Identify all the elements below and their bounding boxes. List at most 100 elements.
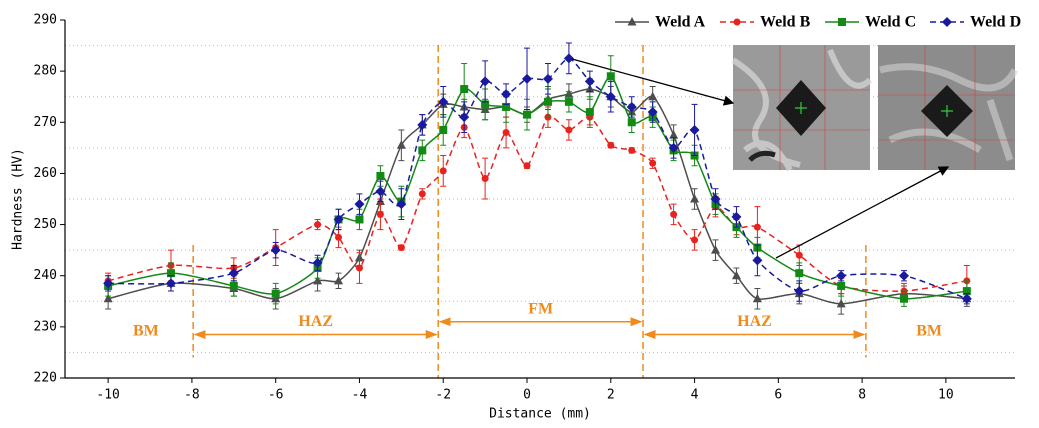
- point: [731, 211, 742, 222]
- point: [523, 110, 532, 119]
- point: [502, 129, 510, 137]
- point: [271, 289, 280, 298]
- point: [355, 215, 364, 224]
- point: [335, 233, 343, 241]
- region-label: BM: [916, 323, 942, 340]
- point: [501, 89, 512, 100]
- x-tick-label: 0: [523, 388, 531, 403]
- region-label: FM: [528, 300, 553, 317]
- x-tick-label: 8: [858, 388, 866, 403]
- point: [836, 270, 847, 281]
- x-tick-label: -2: [435, 388, 451, 403]
- point: [376, 171, 385, 180]
- point: [690, 194, 700, 203]
- point: [670, 210, 678, 218]
- point: [355, 264, 363, 272]
- point: [627, 118, 636, 127]
- point: [481, 175, 489, 183]
- y-tick-label: 240: [34, 268, 57, 283]
- point: [417, 119, 428, 130]
- y-tick-label: 270: [34, 115, 57, 130]
- x-tick-label: -8: [184, 388, 200, 403]
- legend-marker: [627, 17, 637, 26]
- point: [837, 281, 846, 290]
- point: [710, 194, 721, 204]
- y-tick-label: 250: [34, 217, 57, 232]
- point: [731, 270, 741, 280]
- point: [543, 97, 552, 106]
- point: [314, 221, 322, 229]
- point: [649, 159, 657, 167]
- point: [480, 76, 491, 87]
- point: [565, 126, 573, 134]
- point: [647, 107, 658, 118]
- legend-marker: [733, 18, 741, 26]
- legend-label: Weld A: [655, 14, 706, 31]
- y-axis-label: Hardness (HV): [11, 148, 26, 250]
- point: [418, 146, 427, 155]
- point: [229, 281, 238, 290]
- point: [542, 73, 553, 84]
- point: [418, 190, 426, 198]
- point: [626, 101, 637, 112]
- point: [333, 214, 344, 225]
- x-tick-label: -4: [352, 388, 368, 403]
- point: [607, 141, 615, 149]
- legend-label: Weld C: [865, 14, 916, 31]
- x-tick-label: -10: [96, 388, 119, 403]
- point: [165, 278, 176, 289]
- point: [354, 199, 365, 210]
- pointer-arrow: [775, 166, 950, 259]
- x-tick-label: -6: [268, 388, 284, 403]
- point: [270, 245, 281, 256]
- micrograph: [878, 45, 1019, 170]
- point: [585, 108, 594, 117]
- point: [228, 268, 239, 279]
- point: [606, 72, 615, 81]
- point: [752, 255, 763, 266]
- legend-label: Weld B: [760, 14, 811, 31]
- region-label: BM: [133, 323, 159, 340]
- x-tick-label: 10: [938, 388, 954, 403]
- point: [481, 100, 490, 109]
- point: [584, 76, 595, 87]
- point: [312, 257, 323, 268]
- point: [396, 140, 406, 149]
- y-tick-label: 220: [34, 371, 57, 386]
- point: [836, 298, 846, 308]
- legend-label: Weld D: [970, 14, 1021, 31]
- region-label: HAZ: [737, 313, 772, 330]
- y-tick-label: 260: [34, 166, 57, 181]
- point: [396, 199, 407, 210]
- point: [898, 270, 909, 281]
- point: [691, 236, 699, 244]
- point: [961, 293, 972, 304]
- y-tick-label: 280: [34, 64, 57, 79]
- point: [899, 294, 908, 303]
- x-tick-label: 2: [607, 388, 615, 403]
- point: [460, 85, 469, 94]
- point: [795, 251, 803, 259]
- point: [794, 286, 805, 297]
- y-tick-label: 230: [34, 319, 57, 334]
- point: [376, 210, 384, 218]
- point: [375, 186, 386, 197]
- point: [439, 167, 447, 175]
- point: [648, 91, 658, 101]
- point: [459, 112, 470, 123]
- region-label: HAZ: [298, 313, 333, 330]
- point: [334, 275, 344, 285]
- legend-marker: [942, 17, 952, 27]
- x-tick-label: 6: [774, 388, 782, 403]
- x-axis-label: Distance (mm): [489, 407, 591, 422]
- point: [962, 287, 971, 296]
- legend: Weld A Weld B Weld C Weld D: [615, 14, 1021, 31]
- point: [563, 53, 574, 64]
- point: [523, 162, 531, 170]
- point: [438, 96, 449, 107]
- x-tick-label: 4: [691, 388, 699, 403]
- point: [564, 97, 573, 106]
- legend-marker: [838, 18, 846, 26]
- point: [522, 73, 533, 84]
